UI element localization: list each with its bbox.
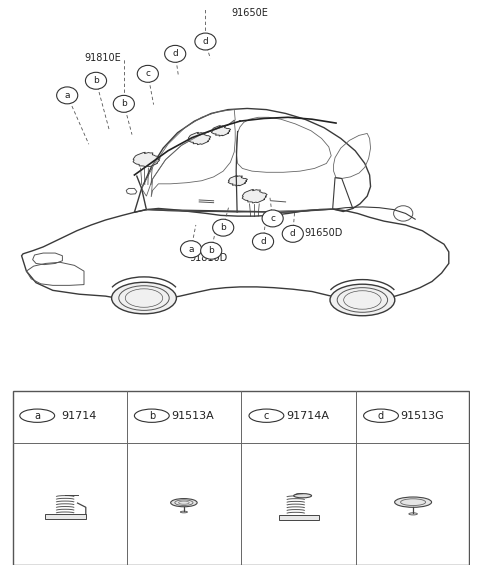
Circle shape — [134, 409, 169, 422]
Polygon shape — [211, 126, 230, 136]
Ellipse shape — [330, 284, 395, 316]
Polygon shape — [279, 515, 319, 520]
Circle shape — [195, 33, 216, 50]
Text: d: d — [290, 230, 296, 238]
Text: d: d — [172, 49, 178, 59]
Ellipse shape — [171, 499, 197, 507]
Text: d: d — [260, 237, 266, 246]
Text: c: c — [145, 69, 150, 78]
Text: 91810E: 91810E — [84, 53, 121, 64]
Text: 91650D: 91650D — [305, 228, 343, 238]
Circle shape — [252, 233, 274, 250]
Polygon shape — [242, 189, 267, 203]
Circle shape — [180, 241, 202, 258]
Circle shape — [85, 72, 107, 89]
Ellipse shape — [180, 511, 187, 513]
Text: a: a — [64, 91, 70, 100]
Ellipse shape — [294, 494, 312, 498]
Text: d: d — [203, 37, 208, 46]
Text: c: c — [264, 411, 269, 421]
Circle shape — [20, 409, 55, 422]
Circle shape — [57, 87, 78, 104]
Text: c: c — [270, 214, 275, 223]
Text: 91810D: 91810D — [190, 253, 228, 263]
Circle shape — [213, 219, 234, 236]
Circle shape — [201, 242, 222, 259]
Text: d: d — [378, 411, 384, 421]
Ellipse shape — [409, 513, 418, 515]
Circle shape — [249, 409, 284, 422]
Circle shape — [165, 45, 186, 63]
Text: b: b — [149, 411, 155, 421]
Text: a: a — [34, 411, 40, 421]
Text: b: b — [220, 223, 226, 232]
Text: 91714A: 91714A — [286, 411, 329, 421]
Ellipse shape — [395, 497, 432, 507]
Polygon shape — [45, 514, 86, 519]
Text: b: b — [208, 246, 214, 255]
Polygon shape — [188, 132, 211, 145]
Polygon shape — [133, 152, 160, 167]
Polygon shape — [228, 176, 247, 186]
Text: 91513A: 91513A — [172, 411, 215, 421]
Text: b: b — [93, 76, 99, 86]
Circle shape — [262, 210, 283, 227]
Ellipse shape — [111, 282, 177, 314]
Text: a: a — [188, 245, 194, 254]
Text: 91513G: 91513G — [400, 411, 444, 421]
Circle shape — [137, 65, 158, 82]
Circle shape — [113, 95, 134, 113]
Circle shape — [282, 226, 303, 242]
Circle shape — [363, 409, 398, 422]
Text: 91650E: 91650E — [231, 9, 268, 18]
Text: b: b — [121, 99, 127, 108]
Text: 91714: 91714 — [61, 411, 96, 421]
